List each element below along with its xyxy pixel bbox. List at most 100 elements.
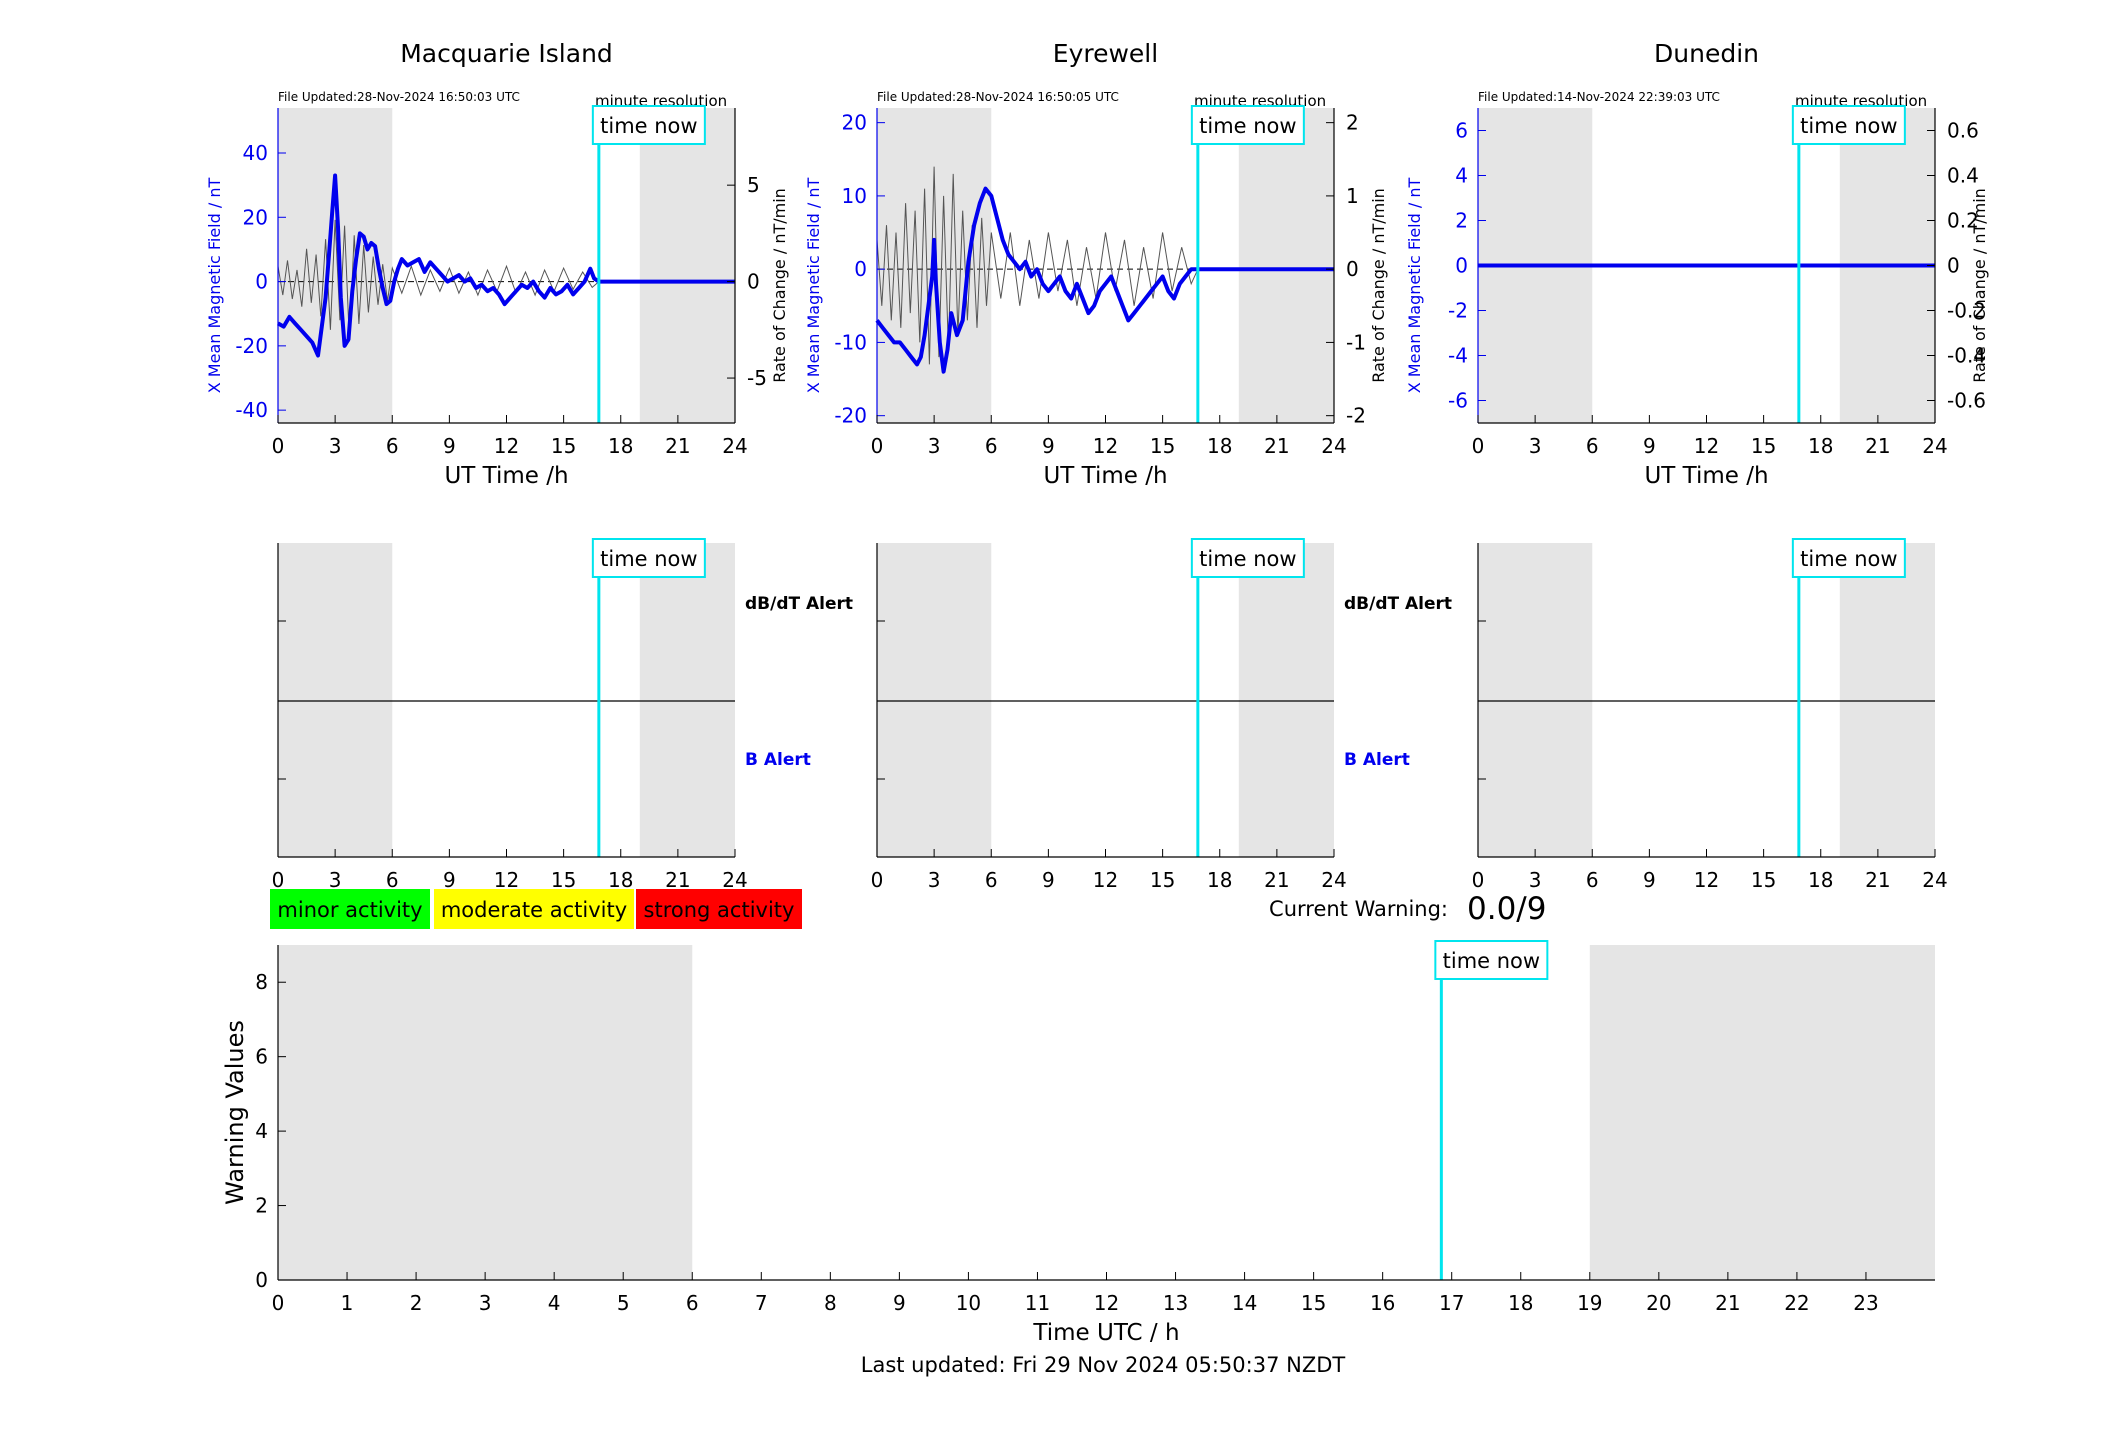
station-1-xlabel: UT Time /h [1043, 463, 1167, 489]
alert-0-b-label: B Alert [745, 750, 811, 770]
station-0-xlabel: UT Time /h [444, 463, 568, 489]
station-1-right-tick-label: -1 [1346, 330, 1366, 354]
station-0-ylabel-left: X Mean Magnetic Field / nT [205, 178, 224, 394]
alert-0-x-tick-label: 9 [443, 868, 456, 892]
alert-2-time-now-label: time now [1800, 547, 1897, 571]
station-2-left-tick-label: 6 [1455, 119, 1468, 143]
warning-x-tick-label: 23 [1853, 1291, 1878, 1315]
station-2-right-tick-label: 0 [1947, 254, 1960, 278]
alert-0-x-tick-label: 0 [272, 868, 285, 892]
warning-y-tick-label: 2 [255, 1194, 268, 1218]
legend-label-2: strong activity [644, 898, 795, 922]
station-2-right-tick-label: -0.6 [1947, 389, 1986, 413]
station-2-left-tick-label: -6 [1448, 389, 1468, 413]
alert-2-x-tick-label: 18 [1808, 868, 1833, 892]
station-2-left-tick-label: -4 [1448, 344, 1468, 368]
legend-label-1: moderate activity [441, 898, 627, 922]
warning-x-tick-label: 12 [1094, 1291, 1119, 1315]
station-0-x-tick-label: 15 [551, 434, 576, 458]
station-0-time-now-label: time now [600, 114, 697, 138]
station-2-right-tick-label: 0.2 [1947, 209, 1979, 233]
station-0-x-tick-label: 3 [329, 434, 342, 458]
warning-x-tick-label: 16 [1370, 1291, 1395, 1315]
station-0-x-tick-label: 18 [608, 434, 633, 458]
alert-0-night-shade-0 [278, 543, 393, 857]
alert-2-night-shade-1 [1839, 543, 1935, 857]
station-2-time-now-box [1791, 105, 1906, 145]
station-2-xlabel: UT Time /h [1644, 463, 1768, 489]
last-updated: Last updated: Fri 29 Nov 2024 05:50:37 N… [861, 1353, 1346, 1377]
station-2-right-tick-label: -0.2 [1947, 299, 1986, 323]
warning-x-tick-label: 10 [956, 1291, 981, 1315]
warning-y-tick-label: 8 [255, 970, 268, 994]
station-2-left-tick-label: 0 [1455, 254, 1468, 278]
text-layer: Macquarie Island File Updated:28-Nov-2024… [205, 39, 1989, 1377]
station-1-title: Eyrewell [1053, 39, 1158, 68]
warning-x-tick-label: 2 [410, 1291, 423, 1315]
alert-1-x-tick-label: 18 [1207, 868, 1232, 892]
warning-ylabel: Warning Values [221, 1020, 249, 1205]
alert-2-x-tick-label: 12 [1694, 868, 1719, 892]
alert-1-x-tick-label: 12 [1093, 868, 1118, 892]
alert-1-time-now-label: time now [1199, 547, 1296, 571]
warning-x-tick-label: 6 [686, 1291, 699, 1315]
warning-x-tick-label: 13 [1163, 1291, 1188, 1315]
station-2-right-tick-label: 0.6 [1947, 119, 1979, 143]
warning-x-tick-label: 7 [755, 1291, 768, 1315]
legend-swatch-0 [270, 889, 430, 929]
alert-0-time-now-box [591, 538, 706, 578]
warning-y-tick-label: 4 [255, 1119, 268, 1143]
alert-1-x-tick-label: 24 [1321, 868, 1346, 892]
station-1-field-series [875, 186, 1334, 374]
warning-night-shade-0 [278, 945, 693, 1280]
station-0-right-tick-label: 5 [747, 173, 760, 197]
station-1-left-tick-label: -20 [834, 404, 867, 428]
warning-xlabel: Time UTC / h [1032, 1320, 1179, 1346]
station-1-time-now-box [1190, 105, 1305, 145]
station-2-ylabel-left: X Mean Magnetic Field / nT [1405, 178, 1424, 394]
station-1-time-now-label: time now [1199, 114, 1296, 138]
warning-x-tick-label: 14 [1232, 1291, 1257, 1315]
station-0-night-shade-0 [278, 108, 393, 423]
station-1-right-tick-label: 2 [1346, 111, 1359, 135]
alert-2-x-tick-label: 15 [1751, 868, 1776, 892]
axes-layer [277, 108, 1936, 1281]
station-0-left-tick-label: 0 [255, 270, 268, 294]
station-2-x-tick-label: 12 [1694, 434, 1719, 458]
alert-0-x-tick-label: 24 [722, 868, 747, 892]
warning-x-tick-label: 22 [1784, 1291, 1809, 1315]
station-2-x-tick-label: 18 [1808, 434, 1833, 458]
station-2-x-tick-label: 0 [1472, 434, 1485, 458]
warning-x-tick-label: 11 [1025, 1291, 1050, 1315]
station-1-x-tick-label: 9 [1042, 434, 1055, 458]
alert-1-b-label: B Alert [1344, 750, 1410, 770]
warning-x-tick-label: 17 [1439, 1291, 1464, 1315]
alert-1-night-shade-0 [877, 543, 992, 857]
station-1-ylabel-left: X Mean Magnetic Field / nT [804, 178, 823, 394]
alert-1-x-tick-label: 0 [871, 868, 884, 892]
alert-0-x-tick-label: 3 [329, 868, 342, 892]
legend-swatch-2 [636, 889, 802, 929]
station-0-title: Macquarie Island [400, 39, 613, 68]
station-1-right-tick-label: 0 [1346, 257, 1359, 281]
warning-x-tick-label: 18 [1508, 1291, 1533, 1315]
station-2-left-tick-label: 4 [1455, 164, 1468, 188]
station-2-title: Dunedin [1654, 39, 1759, 68]
station-1-left-tick-label: 0 [854, 257, 867, 281]
station-2-x-tick-label: 9 [1643, 434, 1656, 458]
station-2-ylabel-right: Rate of Change / nT/min [1970, 188, 1989, 383]
station-0-x-tick-label: 12 [494, 434, 519, 458]
alert-0-x-tick-label: 21 [665, 868, 690, 892]
station-2-left-tick-label: -2 [1448, 299, 1468, 323]
station-2-time-now-label: time now [1800, 114, 1897, 138]
station-1-left-tick-label: 10 [842, 184, 867, 208]
station-2-right-tick-label: 0.4 [1947, 164, 1979, 188]
warning-time-now-box [1434, 940, 1549, 980]
station-0-right-tick-label: 0 [747, 270, 760, 294]
warning-x-tick-label: 0 [272, 1291, 285, 1315]
station-1-file-updated: File Updated:28-Nov-2024 16:50:05 UTC [877, 90, 1119, 104]
alert-0-night-shade-1 [639, 543, 735, 857]
station-0-left-tick-label: -40 [235, 398, 268, 422]
station-1-right-tick-label: -2 [1346, 404, 1366, 428]
